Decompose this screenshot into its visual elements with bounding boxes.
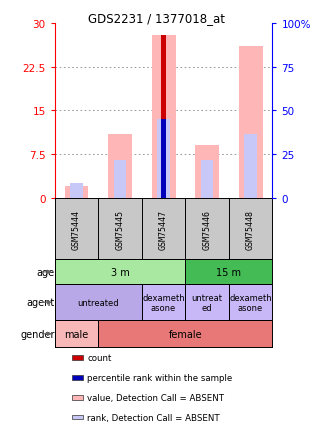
Bar bbox=[185, 285, 229, 321]
Text: 15 m: 15 m bbox=[216, 267, 241, 277]
Bar bbox=[114, 160, 126, 198]
Bar bbox=[55, 285, 142, 321]
Text: GSM75448: GSM75448 bbox=[246, 209, 255, 249]
Bar bbox=[64, 187, 89, 198]
Bar bbox=[72, 355, 83, 360]
Bar bbox=[108, 134, 132, 198]
Text: female: female bbox=[168, 329, 202, 339]
Text: male: male bbox=[64, 329, 89, 339]
Bar bbox=[98, 321, 272, 348]
Text: GSM75447: GSM75447 bbox=[159, 209, 168, 249]
Text: dexameth
asone: dexameth asone bbox=[229, 293, 272, 312]
Bar bbox=[185, 260, 272, 285]
Bar bbox=[201, 160, 213, 198]
Bar bbox=[55, 260, 185, 285]
Text: value, Detection Call = ABSENT: value, Detection Call = ABSENT bbox=[87, 393, 224, 402]
Bar bbox=[72, 395, 83, 400]
Bar bbox=[142, 285, 185, 321]
Text: age: age bbox=[37, 267, 55, 277]
Bar bbox=[239, 47, 263, 198]
Text: agent: agent bbox=[27, 298, 55, 308]
Text: untreat
ed: untreat ed bbox=[192, 293, 223, 312]
Bar bbox=[229, 285, 272, 321]
Bar bbox=[195, 146, 219, 198]
Text: untreated: untreated bbox=[78, 298, 119, 307]
Text: gender: gender bbox=[20, 329, 55, 339]
Bar bbox=[244, 134, 257, 198]
Bar bbox=[157, 120, 170, 198]
Text: dexameth
asone: dexameth asone bbox=[142, 293, 185, 312]
Text: GSM75445: GSM75445 bbox=[115, 209, 125, 249]
Text: percentile rank within the sample: percentile rank within the sample bbox=[87, 373, 233, 382]
Bar bbox=[161, 36, 166, 198]
Bar bbox=[161, 120, 166, 198]
Text: GDS2231 / 1377018_at: GDS2231 / 1377018_at bbox=[88, 12, 225, 25]
Text: GSM75444: GSM75444 bbox=[72, 209, 81, 249]
Text: rank, Detection Call = ABSENT: rank, Detection Call = ABSENT bbox=[87, 413, 220, 421]
Bar bbox=[55, 321, 98, 348]
Text: 3 m: 3 m bbox=[111, 267, 129, 277]
Text: count: count bbox=[87, 353, 112, 362]
Bar bbox=[72, 415, 83, 419]
Bar bbox=[70, 184, 83, 198]
Text: GSM75446: GSM75446 bbox=[203, 209, 212, 249]
Bar bbox=[72, 375, 83, 380]
Bar bbox=[151, 36, 176, 198]
